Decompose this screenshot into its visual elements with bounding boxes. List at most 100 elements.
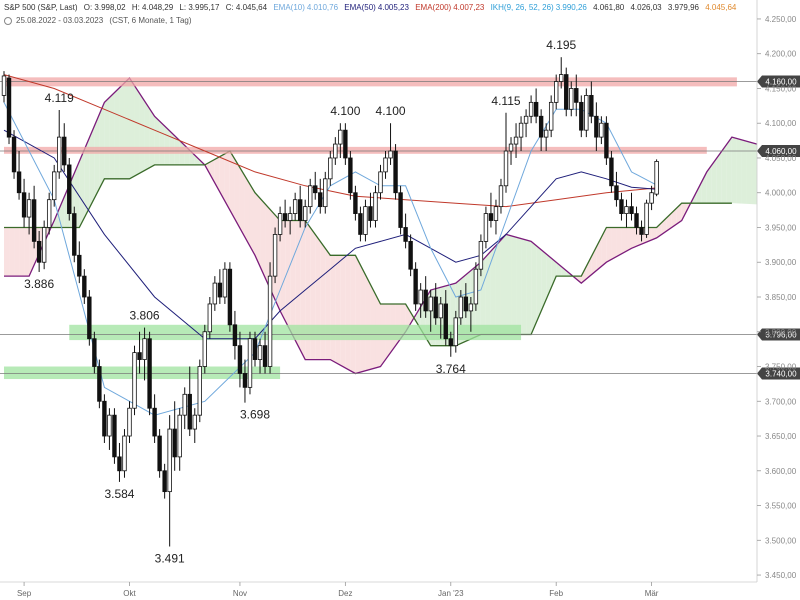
candle [644,199,649,238]
candle [614,171,619,207]
candle-body-down [62,136,67,166]
candle [559,57,564,89]
cloud-segment [234,159,240,229]
candle [127,401,132,443]
green-zone [4,366,281,380]
candle [584,88,589,138]
level-tag [757,367,800,380]
level-label: 3.796,00 [765,331,797,340]
cloud-segment [365,274,371,371]
red-zone [4,146,707,154]
candle [137,331,142,374]
candle-body-up [247,338,253,388]
cloud-segment [9,227,15,277]
candle [267,262,273,374]
candle [162,463,167,499]
cloud-segment [516,237,522,335]
candle-body-down [358,213,363,235]
candle-body-down [217,282,223,298]
cloud-segment [711,157,717,204]
candle-body-down [448,338,453,347]
cloud-segment [415,306,421,329]
candle [493,199,499,235]
cloud-segment [104,97,110,179]
candle [31,185,37,249]
cloud-segment [360,265,366,373]
ikh-value-1: 3.990,26 [555,3,587,12]
candle-body-down [237,345,243,374]
candle [142,327,147,381]
cloud-segment [726,137,732,204]
candle-body-down [147,338,152,409]
cloud-segment [741,139,747,204]
cloud-segment [746,141,752,205]
candle [46,192,52,235]
candle-body-down [629,206,634,214]
candle-body-down [619,199,624,214]
candle [353,185,358,221]
candle-body-up [167,428,172,493]
candle-body-down [82,275,87,298]
price-annotation: 4.119 [45,91,74,105]
candle-body-up [508,143,514,152]
ikh-label[interactable]: IKH(9, 26, 52, 26) [490,3,554,12]
candle [107,408,112,450]
candle [619,192,624,221]
candle [6,74,12,145]
candle-body-up [513,136,519,145]
range-info: (CST, 6 Monate, 1 Tag) [109,16,192,25]
candle [222,262,228,304]
candle [388,123,393,165]
candle-body-up [518,122,524,138]
candle [523,109,529,138]
cloud-segment [255,192,261,267]
cloud-segment [626,227,632,252]
cloud-segment [249,184,255,256]
candle [343,123,348,165]
cloud-segment [335,255,341,366]
cloud-segment [109,92,115,179]
candle [433,283,438,325]
cloud-segment [134,85,140,177]
candle [468,297,474,332]
candle-body-down [297,199,303,221]
candle [323,171,328,214]
candle [398,185,403,235]
candle [82,269,87,304]
candle [16,151,22,200]
cloud-segment [219,153,225,202]
candle-body-down [232,324,238,347]
candle [132,345,137,416]
candle [503,112,509,193]
candle-body-up [418,289,423,305]
candle [458,290,464,325]
ema50-label[interactable]: EMA(50) [344,3,376,12]
cloud-segment [536,245,542,323]
candle-body-down [609,157,614,187]
cloud-segment [154,116,160,165]
candle [207,297,213,339]
cloud-segment [340,255,346,368]
cloud-segment [139,93,145,174]
candle [373,185,378,228]
candle-body-down [408,240,413,270]
candle-body-up [373,192,378,221]
candle [297,185,303,228]
candle-body-down [162,470,167,493]
candle [528,95,534,124]
candle-body-up [177,414,182,458]
candle [292,192,298,221]
cloud-segment [290,220,296,341]
ema10-label[interactable]: EMA(10) [273,3,305,12]
ikh-value-2: 4.061,80 [593,3,625,12]
candle [538,109,544,152]
candle-body-down [639,227,644,235]
cloud-segment [330,255,336,363]
price-annotation: 3.886 [24,277,54,291]
candle-body-down [353,192,358,214]
cloud-segment [345,255,351,371]
candle-body-down [318,192,323,208]
ema200-label[interactable]: EMA(200) [415,3,452,12]
y-tick-label: 4.100,00 [765,119,797,128]
candle-body-up [453,317,458,347]
